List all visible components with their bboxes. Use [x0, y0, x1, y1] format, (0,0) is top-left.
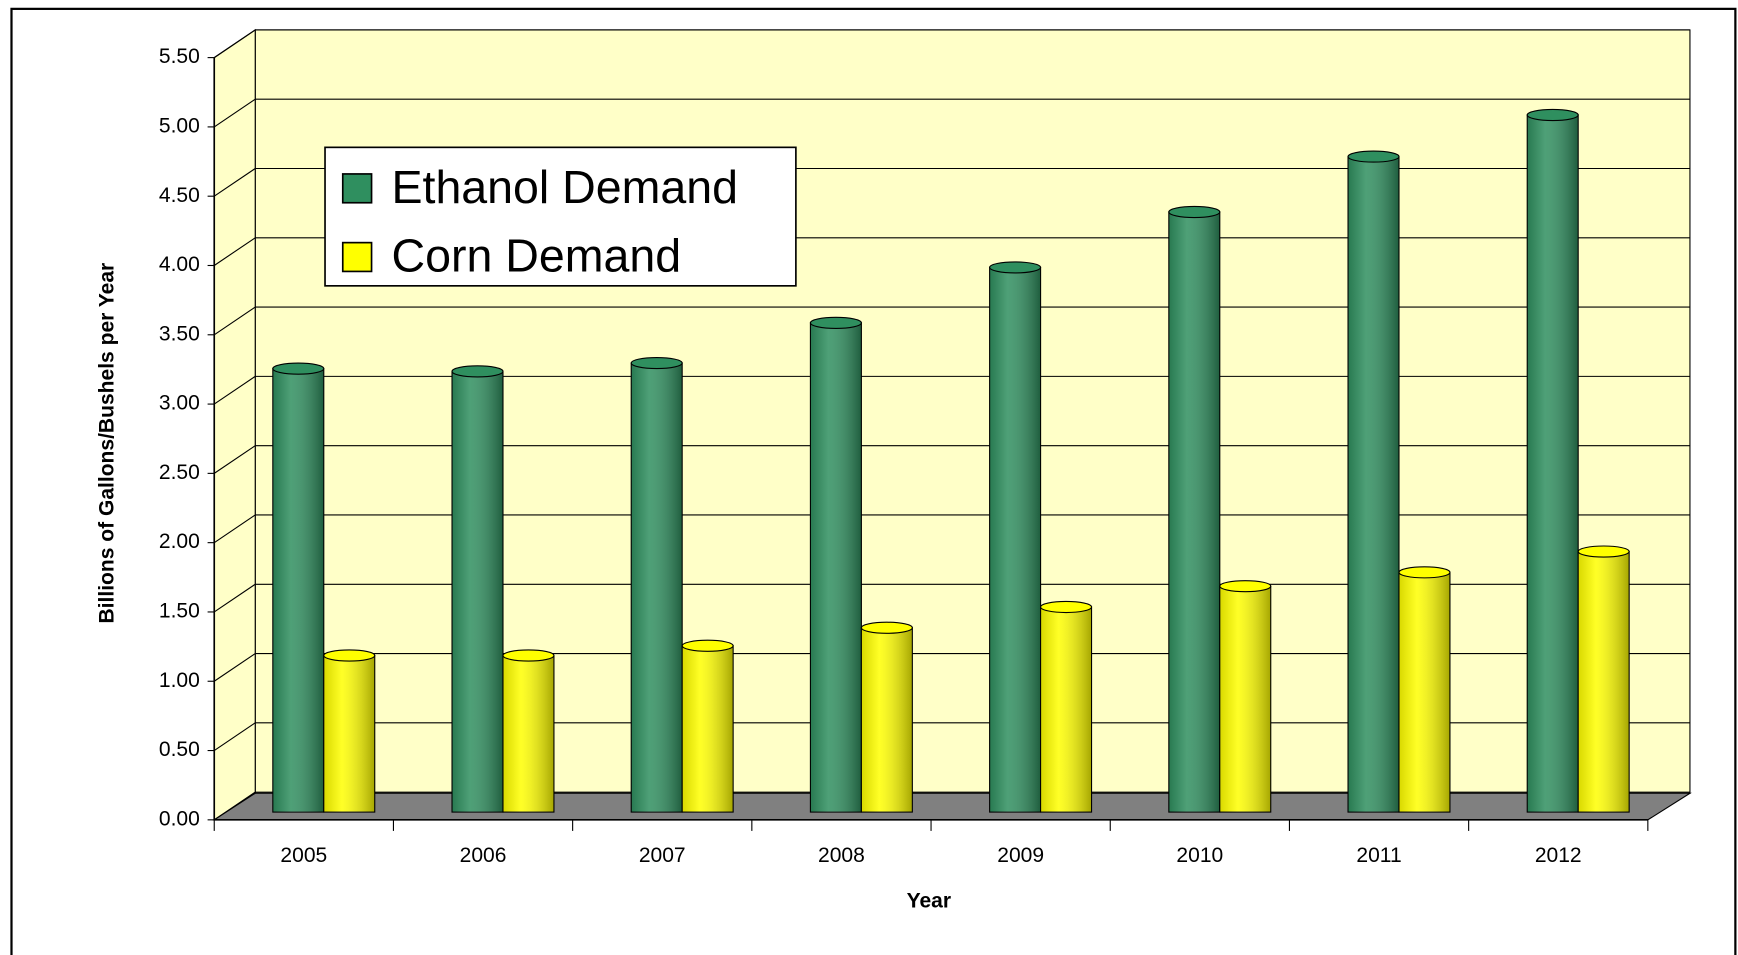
bar-shade — [1527, 114, 1579, 813]
bar-top — [1347, 150, 1400, 163]
bar-top — [681, 639, 734, 652]
grid-line-side — [213, 168, 256, 197]
y-tick-label: 5.00 — [159, 114, 200, 137]
legend: Ethanol Demand Corn Demand — [324, 146, 797, 287]
floor — [212, 792, 1692, 821]
bar-top — [272, 362, 325, 375]
grid-line-side — [213, 445, 256, 474]
grid-line-side — [213, 791, 256, 821]
grid-line-side — [213, 583, 256, 613]
x-tick-label: 2007 — [639, 844, 686, 867]
y-tick-label: 4.50 — [159, 184, 200, 207]
grid-line-side — [213, 722, 256, 752]
bar-shade — [631, 363, 683, 813]
bar-top — [451, 365, 504, 378]
bar-shade — [1578, 551, 1630, 813]
legend-label: Ethanol Demand — [392, 161, 739, 213]
y-axis-title: Billions of Gallons/Bushels per Year — [95, 263, 118, 624]
legend-label: Corn Demand — [392, 230, 682, 282]
y-tick-label: 5.50 — [159, 45, 200, 68]
bar-shade — [1398, 572, 1450, 813]
bar-shade — [1348, 156, 1399, 813]
bars — [272, 108, 1630, 813]
y-tick-label: 3.50 — [159, 322, 200, 345]
grid-line-side — [213, 514, 256, 544]
bar-top — [323, 649, 376, 662]
bar-top — [502, 649, 555, 662]
bar-shade — [810, 322, 862, 813]
grid-line-side — [213, 306, 256, 336]
grid-line-side — [213, 375, 256, 405]
x-tick-label: 2012 — [1535, 844, 1582, 867]
x-tick-label: 2011 — [1356, 844, 1401, 867]
y-tick-label: 1.50 — [159, 600, 200, 623]
bar-top — [1526, 108, 1579, 122]
x-tick-label: 2008 — [818, 844, 865, 867]
bar-top — [630, 356, 683, 370]
grid-line-side — [213, 653, 256, 682]
bar-top — [989, 261, 1042, 274]
bar-top — [1168, 205, 1221, 219]
bar-top — [809, 316, 862, 329]
legend-swatch — [341, 241, 373, 273]
bar-top — [1040, 600, 1093, 614]
bar-top — [860, 621, 913, 634]
y-tick-label: 1.00 — [159, 669, 200, 692]
y-tick-label: 0.50 — [159, 738, 200, 761]
bar-shade — [502, 655, 554, 813]
legend-box — [324, 146, 797, 287]
bar-top — [1219, 580, 1272, 593]
x-tick-label: 2005 — [280, 844, 327, 867]
y-tick-label: 2.50 — [159, 461, 200, 484]
frame — [10, 7, 1737, 955]
bar-shade — [1219, 586, 1271, 813]
bar-top — [1398, 566, 1451, 579]
side-wall — [213, 28, 256, 821]
bar-shade — [989, 267, 1041, 813]
bar-shade — [682, 645, 734, 813]
x-tick-label: 2010 — [1176, 844, 1223, 867]
x-tick-label: 2009 — [997, 844, 1044, 867]
bar-shade — [1040, 606, 1092, 813]
bar-shade — [323, 655, 375, 813]
grid-line-side — [213, 29, 256, 59]
grid-line-side — [213, 237, 256, 266]
bar-shade — [272, 368, 324, 813]
grid-line-side — [213, 98, 256, 128]
bar-shade — [861, 627, 913, 813]
x-tick-label: 2006 — [460, 844, 507, 867]
x-axis-title: Year — [907, 889, 951, 912]
bar-top — [1577, 545, 1630, 558]
y-tick-label: 3.00 — [159, 392, 200, 415]
legend-swatch — [341, 173, 373, 204]
bar-shade — [452, 371, 503, 813]
y-tick-label: 4.00 — [159, 253, 200, 276]
bar-shade — [1168, 212, 1220, 813]
y-tick-label: 2.00 — [159, 530, 200, 553]
y-tick-label: 0.00 — [159, 807, 200, 830]
